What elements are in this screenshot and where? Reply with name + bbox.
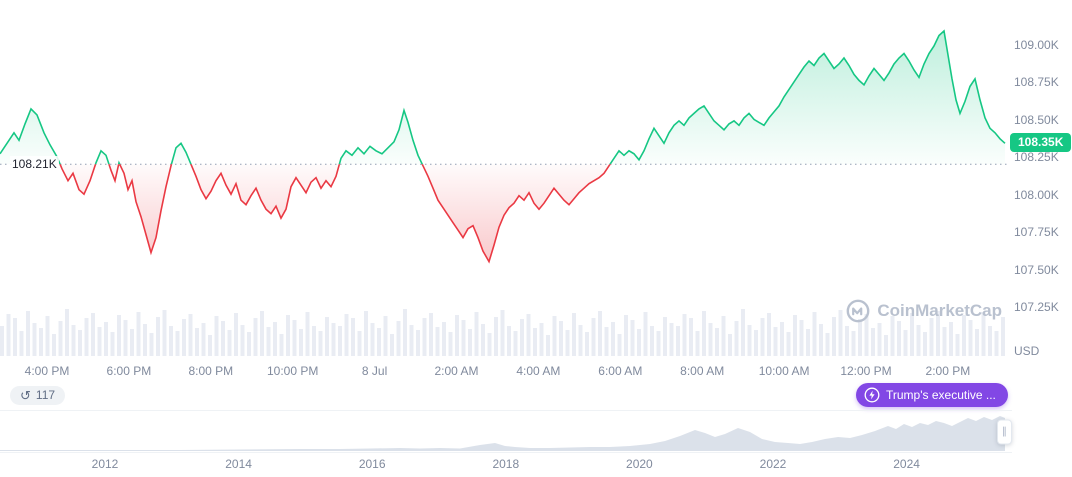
current-price-badge: 108.35K: [1010, 133, 1072, 153]
timeline-scrubber[interactable]: ∥: [0, 410, 1012, 453]
coinmarketcap-watermark: CoinMarketCap: [846, 299, 1002, 323]
area-fill-down: [0, 164, 1005, 262]
x-axis: 4:00 PM 6:00 PM 8:00 PM 10:00 PM 8 Jul 2:00 A…: [0, 364, 1010, 382]
timeline-year-axis: 2012 2014 2016 2018 2020 2022 2024: [0, 457, 1010, 475]
price-line-up: [0, 29, 1006, 165]
price-chart-canvas[interactable]: [0, 0, 1010, 358]
timeline-year-label: 2012: [91, 457, 119, 471]
x-axis-tick-label: 10:00 PM: [267, 364, 319, 378]
news-label: Trump's executive ...: [886, 388, 996, 402]
y-axis-tick-label: 107.50K: [1014, 262, 1059, 277]
timeline-scroll-handle[interactable]: ∥: [997, 419, 1012, 444]
history-count: 117: [35, 388, 56, 402]
x-axis-tick-label: 2:00 AM: [434, 364, 479, 378]
timeline-history-area: [0, 416, 1005, 451]
y-axis: 109.00K 108.75K 108.50K 108.25K 108.00K 107.7…: [1010, 0, 1072, 358]
volume-bars: [0, 309, 1005, 356]
y-axis-tick-label: 108.25K: [1014, 150, 1059, 165]
x-axis-tick-label: 8 Jul: [361, 364, 388, 378]
timeline-year-label: 2022: [759, 457, 787, 471]
history-icon: ↺: [20, 387, 31, 403]
x-axis-tick-label: 4:00 AM: [516, 364, 561, 378]
watermark-text: CoinMarketCap: [877, 301, 1002, 320]
timeline-year-label: 2024: [893, 457, 920, 471]
y-axis-tick-label: 107.75K: [1014, 225, 1059, 240]
timeline-history-chart: [0, 416, 1005, 451]
x-axis-tick-label: 4:00 PM: [24, 364, 70, 378]
y-axis-tick-label: 107.25K: [1014, 299, 1059, 314]
x-axis-tick-label: 8:00 AM: [680, 364, 725, 378]
y-axis-unit-label: USD: [1014, 344, 1040, 358]
lightning-icon: [864, 387, 880, 403]
timeline-year-label: 2014: [225, 457, 252, 471]
x-axis-tick-label: 12:00 PM: [840, 364, 892, 378]
area-fill-up: [0, 31, 1005, 165]
timeline-year-label: 2016: [358, 457, 386, 471]
y-axis-tick-label: 108.50K: [1014, 112, 1059, 127]
x-axis-tick-label: 6:00 PM: [106, 364, 152, 378]
timeline-year-label: 2020: [626, 457, 653, 471]
coinmarketcap-logo-icon: [846, 299, 870, 323]
x-axis-tick-label: 6:00 AM: [598, 364, 643, 378]
x-axis-tick-label: 10:00 AM: [758, 364, 810, 378]
x-axis-tick-label: 8:00 PM: [188, 364, 234, 378]
timeline-year-label: 2018: [492, 457, 520, 471]
price-line-down: [59, 164, 611, 264]
baseline-price-label: 108.21K: [10, 156, 59, 173]
news-annotation-pill[interactable]: Trump's executive ...: [856, 383, 1008, 407]
history-count-badge[interactable]: ↺ 117: [10, 386, 66, 405]
y-axis-tick-label: 108.75K: [1014, 75, 1059, 90]
x-axis-tick-label: 2:00 PM: [925, 364, 971, 378]
y-axis-tick-label: 109.00K: [1014, 38, 1059, 52]
y-axis-tick-label: 108.00K: [1014, 187, 1059, 202]
